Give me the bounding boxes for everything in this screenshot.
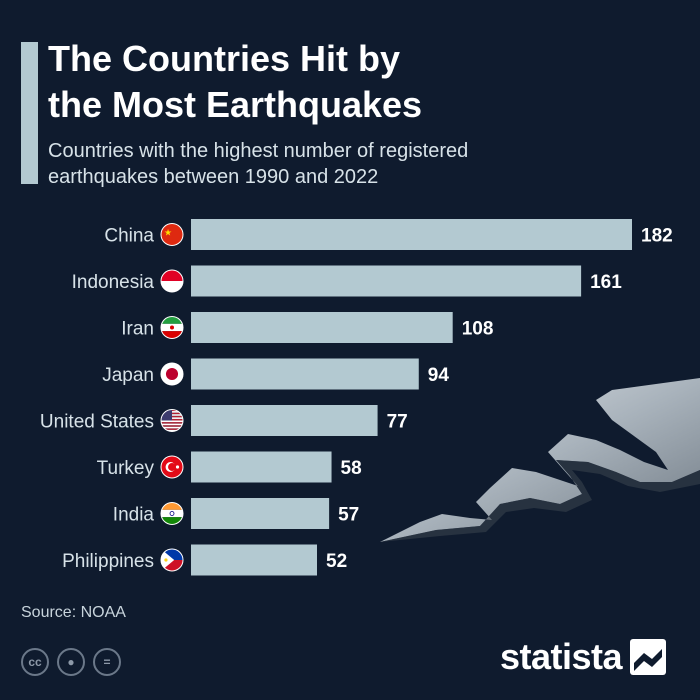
title-line-1: The Countries Hit by <box>48 38 401 79</box>
brand-name: statista <box>500 636 623 677</box>
category-label: Turkey <box>97 458 155 479</box>
data-label: 182 <box>641 226 673 247</box>
bar-row: Iran 108 <box>121 312 493 343</box>
philippines-flag-icon <box>160 548 184 572</box>
no-derivatives-icon[interactable]: = <box>93 648 121 676</box>
creative-commons-icon[interactable]: cc <box>21 648 49 676</box>
bar-row: China ★ 182 <box>104 219 673 250</box>
indonesia-flag-icon <box>160 269 184 293</box>
svg-text:★: ★ <box>164 229 172 239</box>
data-label: 57 <box>338 505 359 526</box>
category-label: Iran <box>121 319 154 340</box>
bar <box>191 405 378 436</box>
data-label: 58 <box>341 458 362 479</box>
bar-row: Japan 94 <box>102 358 450 390</box>
subtitle-line-2: earthquakes between 1990 and 2022 <box>48 166 379 188</box>
japan-flag-icon <box>160 362 184 386</box>
data-label: 161 <box>590 272 622 293</box>
bar-row: United States 77 <box>40 405 408 436</box>
category-label: India <box>113 505 155 526</box>
title-accent-bar <box>21 42 38 184</box>
category-label: United States <box>40 412 154 433</box>
statista-logo[interactable]: statista <box>500 636 667 678</box>
chart-title: The Countries Hit by the Most Earthquake… <box>48 36 688 128</box>
bar <box>191 498 330 529</box>
earthquake-crack-decoration <box>380 378 700 542</box>
data-label: 108 <box>462 319 494 340</box>
title-line-2: the Most Earthquakes <box>48 84 423 125</box>
subtitle-line-1: Countries with the highest number of reg… <box>48 140 469 162</box>
bar-row: Turkey 58 <box>97 451 362 483</box>
turkey-flag-icon <box>160 455 184 479</box>
bar <box>191 451 332 483</box>
bar-row: Indonesia 161 <box>72 265 622 297</box>
category-label: Philippines <box>62 551 154 572</box>
license-icons: cc ● = <box>21 648 121 676</box>
bar <box>191 219 632 250</box>
bar-row: India 57 <box>113 498 359 529</box>
category-label: Indonesia <box>72 272 155 293</box>
statista-logo-icon <box>630 639 667 675</box>
data-label: 52 <box>326 551 347 572</box>
source-note: Source: NOAA <box>21 604 126 621</box>
bar <box>191 358 419 390</box>
chart-subtitle: Countries with the highest number of reg… <box>48 138 648 190</box>
india-flag-icon <box>160 502 184 525</box>
attribution-icon[interactable]: ● <box>57 648 85 676</box>
iran-flag-icon <box>160 316 184 339</box>
category-label: China <box>104 226 154 247</box>
bar <box>191 544 317 576</box>
bar <box>191 312 453 343</box>
data-label: 94 <box>428 365 450 386</box>
bar <box>191 265 582 297</box>
bars-group: China ★ 182 Indonesia 161 Iran 108 Japan 94 Unite… <box>40 219 673 576</box>
bar-row: Philippines 52 <box>62 544 347 576</box>
china-flag-icon: ★ <box>160 223 184 246</box>
category-label: Japan <box>102 365 154 386</box>
united-states-flag-icon <box>160 409 184 432</box>
data-label: 77 <box>387 412 408 433</box>
